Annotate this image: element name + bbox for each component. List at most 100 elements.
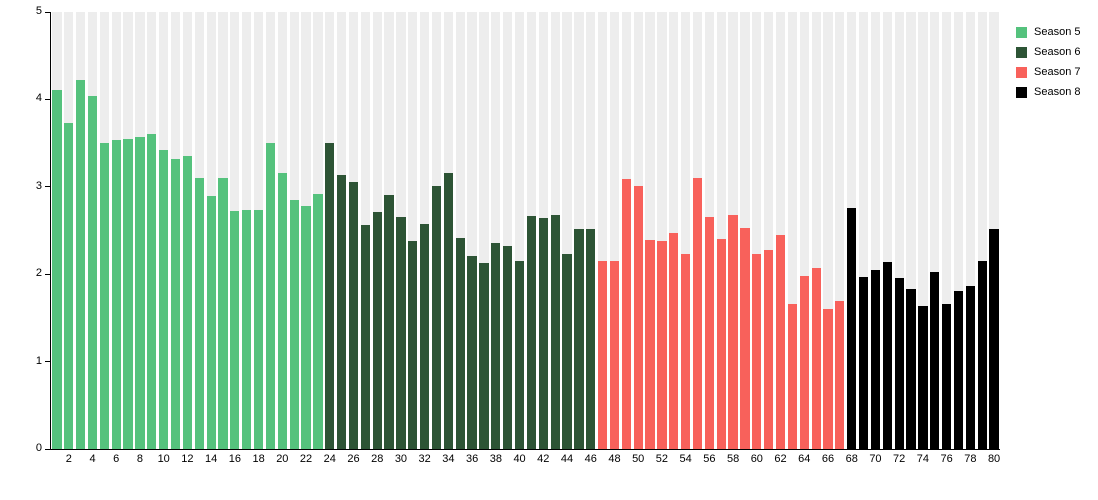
bar-episode-26 — [348, 182, 359, 449]
bar-episode-44 — [562, 254, 572, 449]
bar-episode-80 — [989, 228, 999, 449]
x-tick-label: 80 — [987, 453, 1001, 465]
bg-column — [811, 12, 821, 449]
bg-column — [930, 12, 940, 449]
bar-episode-36 — [467, 255, 477, 449]
bar-episode-46 — [586, 228, 596, 449]
bar-episode-66 — [823, 309, 833, 449]
bar-episode-35 — [455, 237, 465, 449]
bar-episode-18 — [253, 210, 264, 449]
x-tick-label: 2 — [65, 453, 72, 465]
x-tick-label: 64 — [798, 453, 811, 465]
y-tick — [45, 11, 51, 13]
bar-episode-20 — [277, 172, 287, 449]
bg-column — [514, 12, 525, 449]
bar-episode-3 — [76, 80, 86, 449]
bg-column — [408, 12, 418, 449]
bar-episode-69 — [858, 276, 869, 449]
bar-episode-63 — [787, 303, 798, 449]
bar-episode-77 — [953, 290, 964, 449]
bar-episode-23 — [313, 193, 323, 449]
bar-episode-42 — [538, 218, 548, 449]
bar-episode-6 — [111, 140, 121, 449]
bar-episode-73 — [906, 289, 916, 449]
y-tick — [45, 361, 51, 363]
bar-episode-1 — [52, 89, 62, 449]
bg-column — [455, 12, 465, 449]
bg-column — [669, 12, 679, 449]
bar-episode-64 — [799, 275, 809, 449]
x-tick-label: 44 — [560, 453, 574, 465]
bar-episode-47 — [597, 261, 608, 449]
y-tick — [45, 273, 51, 275]
bar-episode-45 — [574, 228, 584, 449]
bar-episode-17 — [242, 209, 252, 449]
bar-episode-13 — [194, 178, 204, 449]
bg-column — [953, 12, 964, 449]
bar-episode-22 — [301, 206, 311, 449]
bg-column — [562, 12, 572, 449]
x-tick-label: 26 — [347, 453, 360, 465]
bg-column — [858, 12, 869, 449]
x-tick-label: 28 — [371, 453, 384, 465]
x-tick-label: 62 — [774, 453, 787, 465]
x-tick-label: 10 — [157, 453, 170, 465]
bar-episode-27 — [360, 225, 370, 449]
bar-episode-14 — [206, 196, 216, 449]
legend-item-season-6: Season 6 — [1016, 47, 1080, 58]
bar-episode-51 — [645, 240, 655, 449]
bar-episode-25 — [337, 175, 347, 449]
legend-swatch — [1016, 27, 1027, 38]
x-tick-label: 32 — [418, 453, 431, 465]
x-tick-label: 14 — [205, 453, 218, 465]
bar-episode-57 — [716, 239, 726, 449]
legend-label: Season 8 — [1034, 86, 1081, 98]
y-tick-label: 5 — [35, 5, 42, 17]
bg-column — [479, 12, 489, 449]
legend-item-season-7: Season 7 — [1016, 67, 1080, 78]
bar-episode-40 — [514, 261, 525, 449]
bar-episode-58 — [728, 214, 738, 449]
bar-episode-37 — [479, 262, 489, 449]
x-tick-label: 54 — [679, 453, 692, 465]
x-tick-label: 68 — [845, 453, 858, 465]
bar-episode-78 — [965, 285, 975, 449]
bar-episode-55 — [692, 178, 703, 449]
bg-column — [787, 12, 798, 449]
bg-column — [467, 12, 477, 449]
x-tick-label: 42 — [537, 453, 550, 465]
x-tick-label: 76 — [940, 453, 953, 465]
bar-episode-34 — [443, 172, 454, 449]
bar-episode-11 — [170, 158, 181, 449]
bg-column — [882, 12, 892, 449]
bar-episode-16 — [230, 211, 240, 449]
x-tick-label: 38 — [489, 453, 502, 465]
bar-episode-31 — [408, 241, 418, 449]
x-tick-label: 52 — [655, 453, 669, 465]
bar-episode-28 — [372, 212, 382, 449]
x-axis: 2 4 6 8 10 12 14 16 18 20 22 24 26 28 30 32 34 36 38 40 42 44… — [51, 12, 1000, 465]
bar-episode-5 — [99, 143, 109, 449]
y-tick-label: 2 — [35, 267, 42, 280]
bar-episode-75 — [930, 272, 940, 449]
bg-column — [491, 12, 501, 449]
legend-label: Season 5 — [1034, 26, 1081, 38]
x-tick-label: 70 — [869, 453, 882, 465]
bar-episode-68 — [847, 207, 857, 449]
bar-episode-9 — [147, 133, 157, 449]
x-tick-label: 6 — [113, 453, 120, 465]
bg-column — [965, 12, 975, 449]
bar-episode-70 — [870, 269, 881, 449]
bar-episode-72 — [894, 277, 904, 449]
bar-episode-59 — [740, 227, 750, 449]
bar-episode-62 — [775, 234, 786, 449]
bar-episode-50 — [633, 185, 643, 449]
bg-column — [835, 12, 845, 449]
bar-episode-71 — [882, 261, 892, 449]
x-tick-label: 56 — [703, 453, 716, 465]
legend-swatch — [1016, 47, 1027, 58]
bar-episode-48 — [609, 261, 620, 449]
bar-episode-43 — [550, 214, 560, 449]
x-tick-label: 30 — [394, 453, 408, 465]
